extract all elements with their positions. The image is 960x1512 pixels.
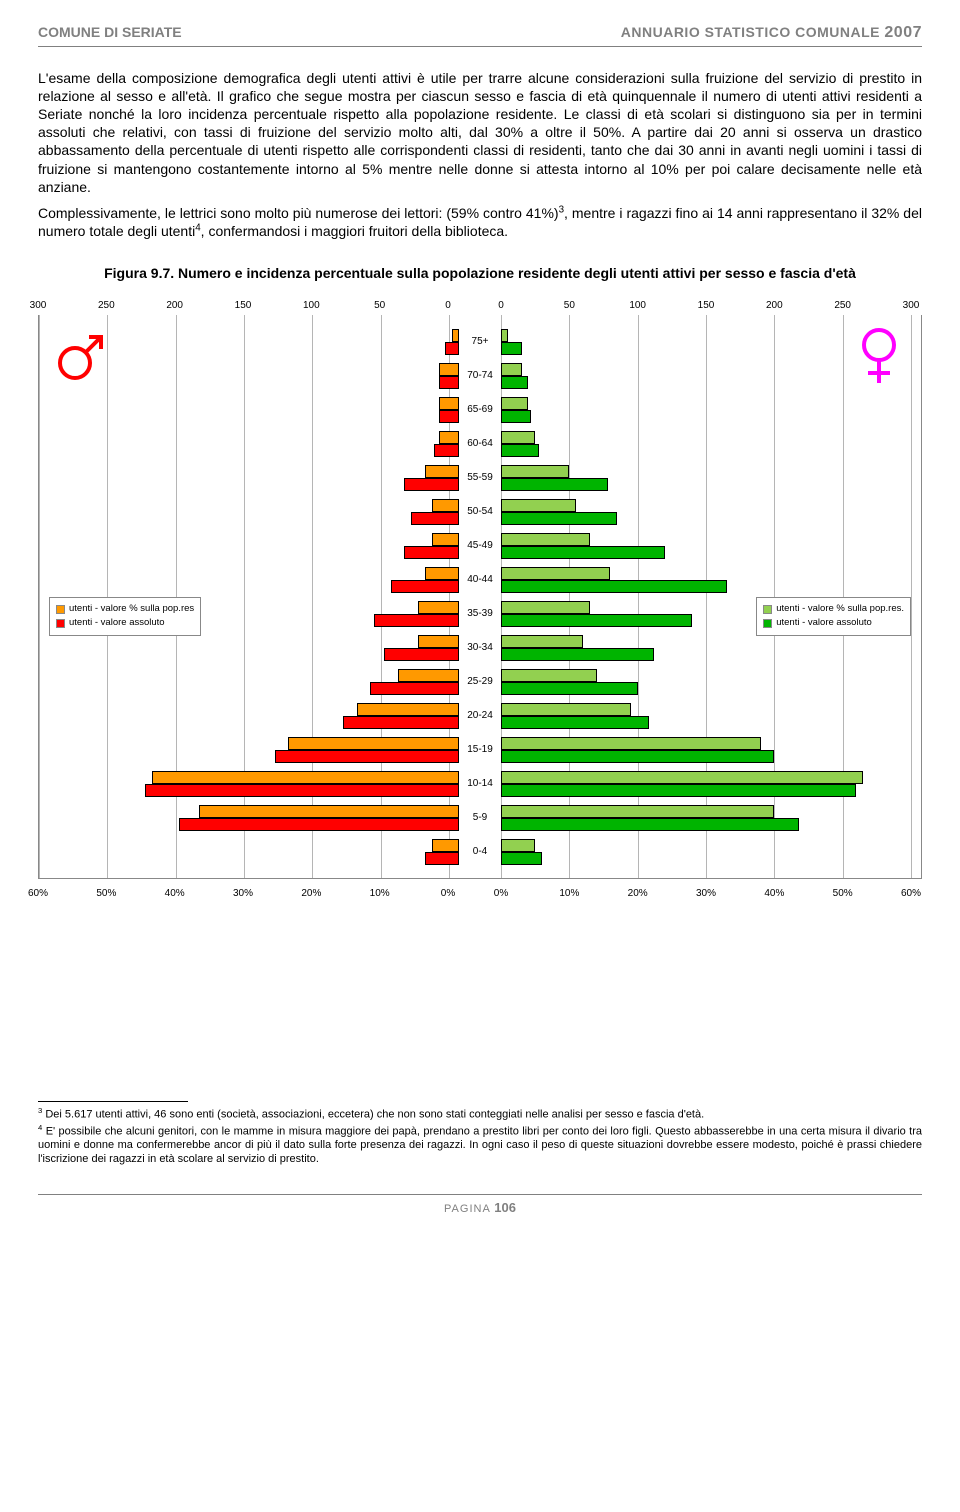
bar-abs — [501, 784, 856, 797]
bar-abs — [179, 818, 459, 831]
bar-pct — [152, 771, 460, 784]
figure-title: Figura 9.7. Numero e incidenza percentua… — [38, 264, 922, 283]
bar-abs — [501, 478, 608, 491]
bar-pct — [199, 805, 459, 818]
age-category-label: 20-24 — [459, 699, 501, 733]
population-pyramid-chart: 050100150200250300utenti - valore % sull… — [38, 297, 922, 901]
bar-pct — [501, 431, 535, 444]
bar-abs — [501, 750, 774, 763]
bar-pct — [288, 737, 459, 750]
bar-pct — [452, 329, 459, 342]
age-category-label: 10-14 — [459, 767, 501, 801]
body-paragraph-2: Complessivamente, le lettrici sono molto… — [38, 204, 922, 240]
bar-abs — [434, 444, 459, 457]
bar-pct — [501, 363, 522, 376]
bar-abs — [384, 648, 459, 661]
age-category-label: 30-34 — [459, 631, 501, 665]
bar-abs — [439, 410, 460, 423]
bar-abs — [501, 580, 727, 593]
bar-abs — [145, 784, 459, 797]
bar-pct — [501, 533, 590, 546]
bar-abs — [501, 444, 539, 457]
bar-pct — [439, 363, 460, 376]
female-icon — [851, 325, 907, 391]
bar-abs — [404, 478, 459, 491]
body-paragraph-1: L'esame della composizione demografica d… — [38, 69, 922, 196]
bar-abs — [445, 342, 459, 355]
bar-pct — [501, 669, 597, 682]
bar-abs — [425, 852, 459, 865]
bar-abs — [501, 648, 654, 661]
bar-pct — [501, 567, 610, 580]
bar-abs — [404, 546, 459, 559]
bar-abs — [343, 716, 459, 729]
bar-abs — [411, 512, 459, 525]
age-category-label: 35-39 — [459, 597, 501, 631]
bar-pct — [501, 601, 590, 614]
bar-pct — [432, 499, 459, 512]
age-category-label: 0-4 — [459, 835, 501, 869]
age-category-label: 15-19 — [459, 733, 501, 767]
bar-pct — [425, 567, 459, 580]
age-category-label: 40-44 — [459, 563, 501, 597]
bar-abs — [501, 546, 665, 559]
bar-abs — [439, 376, 460, 389]
bar-abs — [501, 376, 528, 389]
page-header: COMUNE DI SERIATE ANNUARIO STATISTICO CO… — [38, 22, 922, 44]
legend-female: utenti - valore % sulla pop.res.utenti -… — [756, 597, 911, 636]
legend-male: utenti - valore % sulla pop.resutenti - … — [49, 597, 201, 636]
male-icon — [53, 329, 109, 385]
bar-abs — [391, 580, 459, 593]
bar-pct — [501, 839, 535, 852]
bar-abs — [501, 342, 522, 355]
footnote-rule — [38, 1101, 188, 1102]
age-category-label: 70-74 — [459, 359, 501, 393]
bar-abs — [374, 614, 459, 627]
age-category-label: 45-49 — [459, 529, 501, 563]
footnote-3: 3 Dei 5.617 utenti attivi, 46 sono enti … — [38, 1106, 922, 1122]
bar-pct — [418, 601, 459, 614]
bar-pct — [501, 737, 761, 750]
bar-pct — [501, 397, 528, 410]
bar-pct — [439, 431, 460, 444]
bar-pct — [501, 329, 508, 342]
bar-pct — [501, 805, 774, 818]
header-rule — [38, 46, 922, 47]
header-left: COMUNE DI SERIATE — [38, 23, 182, 42]
bar-abs — [501, 410, 531, 423]
bar-abs — [501, 716, 649, 729]
bar-pct — [501, 703, 631, 716]
bar-abs — [501, 512, 617, 525]
bar-pct — [501, 771, 863, 784]
bar-pct — [439, 397, 460, 410]
age-category-label: 5-9 — [459, 801, 501, 835]
bar-pct — [501, 465, 569, 478]
bar-abs — [501, 818, 799, 831]
footnote-4: 4 E' possibile che alcuni genitori, con … — [38, 1123, 922, 1167]
age-category-label: 60-64 — [459, 427, 501, 461]
age-category-label: 55-59 — [459, 461, 501, 495]
bar-abs — [275, 750, 460, 763]
bar-abs — [370, 682, 459, 695]
age-category-label: 50-54 — [459, 495, 501, 529]
bar-pct — [425, 465, 459, 478]
footnotes: 3 Dei 5.617 utenti attivi, 46 sono enti … — [38, 1101, 922, 1166]
bar-abs — [501, 852, 542, 865]
bar-abs — [501, 682, 638, 695]
page-footer: PAGINA 106 — [38, 1194, 922, 1217]
bar-pct — [501, 635, 583, 648]
bar-pct — [432, 839, 459, 852]
bar-abs — [501, 614, 692, 627]
bar-pct — [501, 499, 576, 512]
bar-pct — [357, 703, 460, 716]
bar-pct — [418, 635, 459, 648]
bar-pct — [432, 533, 459, 546]
age-category-label: 25-29 — [459, 665, 501, 699]
bar-pct — [398, 669, 460, 682]
header-right: ANNUARIO STATISTICO COMUNALE 2007 — [621, 22, 922, 44]
age-category-label: 65-69 — [459, 393, 501, 427]
age-category-label: 75+ — [459, 325, 501, 359]
